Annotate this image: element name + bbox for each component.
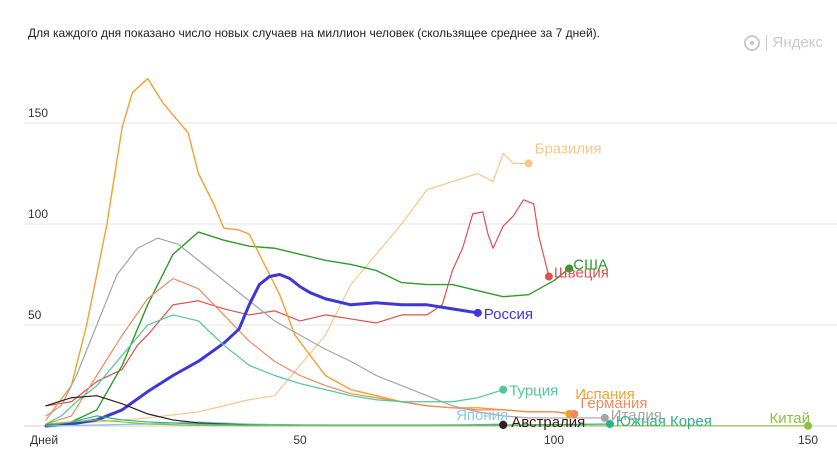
series-10-label: Австралия — [511, 414, 585, 431]
x-tick-label: 50 — [293, 433, 307, 447]
series-6-label: Италия — [611, 407, 662, 424]
y-tick-label: 150 — [28, 106, 48, 120]
series-5-line — [45, 277, 575, 425]
series-3-line — [45, 231, 570, 427]
series-12-end-dot — [804, 421, 812, 430]
gridlines — [24, 122, 837, 427]
x-tick-label: 150 — [798, 433, 818, 447]
series-11-label: Южная Корея — [616, 413, 712, 430]
series-3-end-dot — [565, 264, 574, 273]
series-6-end-dot — [600, 413, 609, 422]
y-tick-label: 50 — [28, 308, 42, 322]
yandex-icon — [743, 34, 760, 51]
series-7-label: Россия — [484, 306, 533, 323]
series-2-end-dot — [544, 272, 553, 281]
series-lines — [44, 77, 809, 428]
yandex-label: Яндекс — [772, 34, 823, 51]
series-12-label: Китай — [769, 410, 810, 427]
y-axis-tick-labels: 50 100 150 — [28, 106, 48, 322]
series-5-label: Германия — [580, 395, 647, 412]
series-4-label: Испания — [575, 386, 635, 403]
series-1-label: Бразилия — [535, 140, 602, 157]
series-end-dots — [473, 159, 812, 430]
y-tick-label: 100 — [28, 207, 48, 221]
series-8-line — [45, 314, 504, 425]
chart-subtitle: Для каждого дня показано число новых слу… — [28, 26, 600, 40]
series-1-line — [45, 152, 530, 425]
x-axis-tick-labels: Дней 50 100 150 — [30, 433, 818, 447]
yandex-logo[interactable]: Яндекс — [743, 34, 823, 51]
series-4-line — [45, 77, 570, 421]
series-2-line — [45, 199, 550, 407]
series-8-label: Турция — [509, 383, 558, 400]
series-6-line — [45, 237, 606, 419]
x-axis-label: Дней — [30, 433, 58, 447]
series-2-label: Швеция — [554, 264, 609, 281]
series-8-end-dot — [499, 385, 508, 394]
series-7-end-dot — [473, 308, 482, 317]
series-9-label: Япония — [456, 407, 508, 424]
series-5-end-dot — [570, 409, 579, 418]
series-3-label: США — [573, 256, 608, 273]
series-12-line — [45, 419, 809, 427]
series-11-end-dot — [605, 419, 614, 428]
series-7-line — [44, 273, 480, 428]
series-1-end-dot — [524, 159, 533, 168]
x-tick-label: 100 — [544, 433, 564, 447]
series-10-end-dot — [499, 420, 508, 429]
logo-divider — [765, 34, 767, 51]
